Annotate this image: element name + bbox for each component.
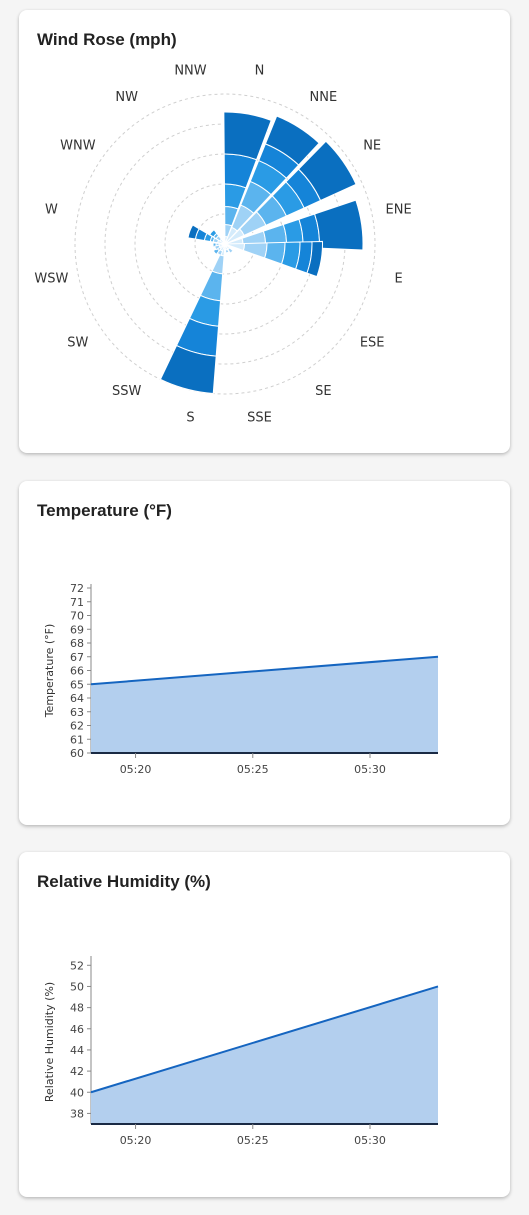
wind-rose-chart: N NNE NE ENE E ESE SE SSE S SSW SW WSW W WNW NW NNW	[34, 63, 412, 426]
x-tick-label: 05:30	[354, 1134, 386, 1147]
y-tick-label: 52	[70, 959, 84, 972]
y-tick-label: 70	[70, 610, 84, 623]
wind-rose-card: Wind Rose (mph) N NNE NE ENE E ESE SE SSE S SSW SW…	[19, 10, 510, 453]
rose-petal-s	[199, 270, 224, 302]
y-tick-label: 61	[70, 733, 84, 746]
y-tick-label: 38	[70, 1107, 84, 1120]
rose-petal-se	[227, 247, 234, 254]
rose-petal-e	[242, 242, 268, 259]
y-tick-label: 63	[70, 706, 84, 719]
area-fill	[91, 986, 438, 1124]
x-tick-label: 05:30	[354, 763, 386, 776]
direction-label: W	[45, 202, 58, 217]
y-axis-label: Relative Humidity (%)	[43, 982, 56, 1102]
rose-petal-e	[306, 240, 323, 278]
y-tick-label: 71	[70, 596, 84, 609]
direction-label: NNE	[310, 90, 338, 105]
direction-label: ESE	[360, 335, 385, 350]
y-tick-label: 60	[70, 747, 84, 760]
rose-petal-nne	[264, 115, 320, 166]
x-tick-label: 05:25	[237, 763, 269, 776]
temperature-card: Temperature (°F) 60 61 62 63 64 65 66 67 68 69 70 7…	[19, 481, 510, 825]
y-tick-label: 46	[70, 1023, 84, 1036]
y-tick-label: 40	[70, 1086, 84, 1099]
rose-petal-sw	[212, 247, 220, 256]
y-tick-label: 50	[70, 980, 84, 993]
x-tick-label: 05:20	[120, 1134, 152, 1147]
x-tick-label: 05:25	[237, 1134, 269, 1147]
y-tick-label: 64	[70, 692, 84, 705]
rose-petal-e	[263, 241, 286, 265]
direction-label: WSW	[34, 272, 68, 287]
direction-label: SSE	[247, 411, 272, 426]
y-tick-label: 65	[70, 678, 84, 691]
wind-rose-title: Wind Rose (mph)	[37, 30, 177, 49]
y-tick-label: 67	[70, 651, 84, 664]
y-tick-label: 42	[70, 1065, 84, 1078]
rose-petal-s	[159, 344, 217, 395]
direction-label: NNW	[174, 63, 206, 78]
direction-label: S	[186, 411, 194, 426]
direction-label: E	[394, 272, 402, 287]
series-line	[90, 655, 439, 686]
direction-label: N	[255, 63, 265, 78]
direction-label: NE	[363, 139, 381, 154]
x-tick-label: 05:20	[120, 763, 152, 776]
area-fill	[91, 656, 438, 753]
temperature-title: Temperature (°F)	[37, 501, 172, 520]
rose-petal-n	[223, 111, 272, 161]
direction-label: SW	[67, 335, 88, 350]
humidity-card: Relative Humidity (%) 38 40 42 44 46 48 50 52 Re…	[19, 852, 510, 1197]
rose-petal-wsw	[214, 244, 221, 251]
rose-petal-sse	[224, 248, 230, 254]
rose-petal-ne	[297, 140, 357, 202]
humidity-chart: 38 40 42 44 46 48 50 52 Relative Humidity (%) 05:…	[43, 956, 439, 1147]
y-tick-label: 69	[70, 623, 84, 636]
y-tick-label: 72	[70, 582, 84, 595]
direction-label: NW	[115, 90, 138, 105]
direction-label: ENE	[386, 202, 412, 217]
humidity-title: Relative Humidity (%)	[37, 872, 211, 891]
rose-petal-ssw	[216, 248, 224, 256]
wind-ring	[74, 93, 376, 395]
y-tick-label: 68	[70, 637, 84, 650]
rose-petal-s	[211, 254, 225, 275]
rose-petal-nw	[208, 229, 218, 238]
rose-petal-wnw	[187, 224, 200, 240]
y-tick-label: 44	[70, 1044, 84, 1057]
y-axis-label: Temperature (°F)	[43, 624, 56, 719]
y-tick-label: 48	[70, 1002, 84, 1015]
y-tick-label: 66	[70, 665, 84, 678]
direction-label: WNW	[60, 139, 96, 154]
rose-petal-ene	[313, 199, 364, 251]
y-tick-label: 62	[70, 720, 84, 733]
direction-label: SE	[315, 384, 331, 399]
direction-label: SSW	[112, 384, 142, 399]
series-line	[90, 985, 439, 1094]
